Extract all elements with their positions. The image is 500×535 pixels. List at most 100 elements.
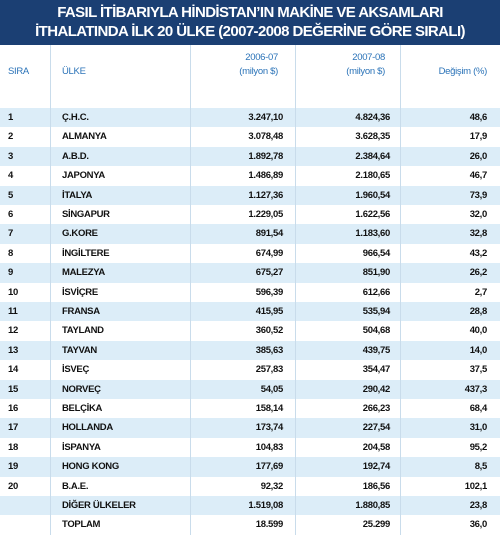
value-cell: 3.628,35 — [355, 131, 390, 143]
title: FASIL İTİBARIYLA HİNDİSTAN’IN MAKİNE VE … — [57, 4, 443, 21]
value-cell: 257,83 — [255, 364, 284, 376]
value-cell: 439,75 — [362, 344, 391, 356]
value-cell: 95,2 — [469, 441, 488, 453]
rank: 4 — [8, 170, 13, 182]
value-cell: 8,5 — [474, 461, 488, 473]
row — [0, 224, 500, 244]
row — [0, 282, 500, 302]
value-cell: 1.127,36 — [248, 189, 283, 201]
value-cell: 23,8 — [469, 500, 488, 511]
row — [0, 399, 500, 419]
value-cell: 32,0 — [469, 209, 488, 220]
column-unit: (milyon $) — [239, 66, 278, 77]
value-cell: 54,05 — [260, 383, 284, 395]
column-divider — [400, 45, 401, 535]
value-cell: 173,74 — [255, 422, 284, 434]
row — [0, 340, 500, 361]
country: İSPANYA — [62, 441, 101, 453]
value-cell: 37,5 — [469, 364, 488, 376]
country: NORVEÇ — [62, 383, 101, 395]
country: TOPLAM — [62, 519, 101, 531]
value-cell: 360,52 — [255, 325, 284, 337]
country: HOLLANDA — [62, 422, 113, 434]
country: BELÇİKA — [62, 403, 103, 414]
value-cell: 4.824,36 — [355, 112, 390, 123]
value-cell: 25.299 — [362, 519, 391, 531]
value-cell: 92,32 — [260, 480, 284, 492]
column-unit: (milyon $) — [346, 66, 385, 77]
value-cell: 1.183,60 — [355, 228, 390, 240]
value-cell: 266,23 — [362, 403, 391, 414]
value-cell: 28,8 — [469, 306, 488, 317]
value-cell: 1.622,56 — [355, 209, 390, 220]
rank: 1 — [8, 112, 13, 123]
value-cell: 192,74 — [362, 461, 391, 473]
value-cell: 3.078,48 — [248, 131, 283, 143]
value-cell: 354,47 — [362, 364, 391, 376]
value-cell: 104,83 — [255, 441, 284, 453]
value-cell: 17,9 — [469, 131, 488, 143]
value-cell: 18.599 — [255, 519, 284, 531]
value-cell: 31,0 — [469, 422, 488, 434]
value-cell: 2.180,65 — [355, 170, 390, 182]
row — [0, 437, 500, 458]
country: HONG KONG — [62, 461, 119, 473]
value-cell: 535,94 — [362, 306, 391, 317]
country: TAYLAND — [62, 325, 104, 337]
value-cell: 290,42 — [362, 383, 391, 395]
value-cell: 26,2 — [469, 267, 488, 279]
rank: 14 — [8, 364, 18, 376]
rank: 13 — [8, 344, 18, 356]
country: ALMANYA — [62, 131, 107, 143]
value-cell: 68,4 — [469, 403, 488, 414]
country: FRANSA — [62, 306, 100, 317]
value-cell: 891,54 — [255, 228, 284, 240]
country: MALEZYA — [62, 267, 105, 279]
row — [0, 146, 500, 167]
row — [0, 515, 500, 535]
rank: 6 — [8, 209, 13, 220]
value-cell: 851,90 — [362, 267, 391, 279]
rank: 10 — [8, 286, 18, 298]
country: Ç.H.C. — [62, 112, 89, 123]
row — [0, 302, 500, 322]
value-cell: 26,0 — [469, 150, 488, 162]
row — [0, 457, 500, 477]
country: İSVEÇ — [62, 364, 90, 376]
value-cell: 1.519,08 — [248, 500, 283, 511]
rank: 7 — [8, 228, 13, 240]
value-cell: 43,2 — [469, 247, 488, 259]
row — [0, 360, 500, 380]
country: JAPONYA — [62, 170, 105, 182]
value-cell: 1.880,85 — [355, 500, 390, 511]
value-cell: 1.892,78 — [248, 150, 283, 162]
country: TAYVAN — [62, 344, 97, 356]
value-cell: 186,56 — [362, 480, 391, 492]
value-cell: 73,9 — [469, 189, 488, 201]
value-cell: 32,8 — [469, 228, 488, 240]
value-cell: 3.247,10 — [248, 112, 283, 123]
rank: 2 — [8, 131, 13, 143]
value-cell: 14,0 — [469, 344, 488, 356]
column-header: SIRA — [8, 66, 29, 77]
value-cell: 1.960,54 — [355, 189, 390, 201]
title-band: FASIL İTİBARIYLA HİNDİSTAN’IN MAKİNE VE … — [0, 0, 500, 45]
value-cell: 504,68 — [362, 325, 391, 337]
value-cell: 966,54 — [362, 247, 391, 259]
value-cell: 612,66 — [362, 286, 391, 298]
country: B.A.E. — [62, 480, 89, 492]
value-cell: 675,27 — [255, 267, 284, 279]
value-cell: 40,0 — [469, 325, 488, 337]
rank: 19 — [8, 461, 18, 473]
value-cell: 177,69 — [255, 461, 284, 473]
rank: 18 — [8, 441, 18, 453]
rank: 8 — [8, 247, 13, 259]
rank: 17 — [8, 422, 18, 434]
rank: 20 — [8, 480, 18, 492]
rank: 5 — [8, 189, 13, 201]
value-cell: 415,95 — [255, 306, 284, 317]
value-cell: 48,6 — [469, 112, 488, 123]
column-header: 2007-08 — [352, 52, 385, 63]
title: İTHALATINDA İLK 20 ÜLKE (2007-2008 DEĞER… — [35, 23, 465, 40]
value-cell: 596,39 — [255, 286, 284, 298]
